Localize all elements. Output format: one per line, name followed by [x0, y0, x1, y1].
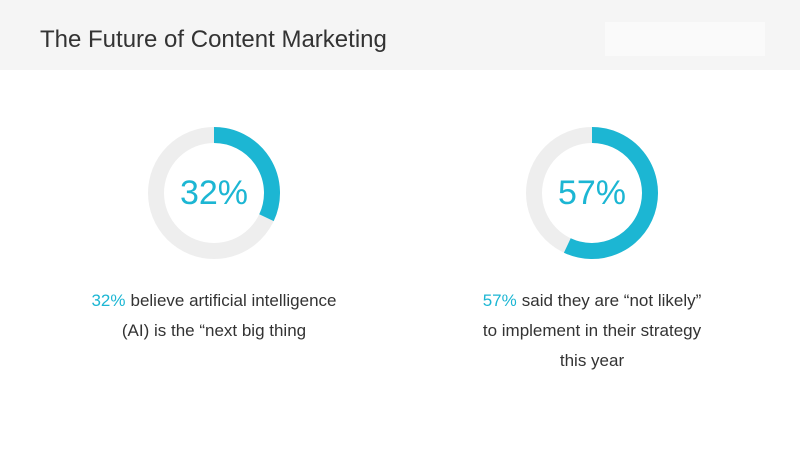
header-box [605, 22, 765, 56]
page-title: The Future of Content Marketing [40, 26, 387, 53]
donut-label: 57% [558, 174, 626, 212]
caption-text: said they are “not likely” [522, 291, 702, 310]
caption-line: 57% said they are “not likely” [483, 291, 702, 310]
donut-arc [563, 127, 658, 259]
donut-label: 32% [180, 174, 248, 212]
caption-text: believe artificial intelligence [131, 291, 337, 310]
caption-line: this year [560, 351, 625, 370]
caption-line: 32% believe artificial intelligence [91, 291, 336, 310]
caption-highlight: 57% [483, 291, 517, 310]
caption-line: to implement in their strategy [483, 321, 702, 340]
donut-arc [213, 127, 280, 222]
caption-line: (AI) is the “next big thing [122, 321, 306, 340]
caption-highlight: 32% [91, 291, 125, 310]
